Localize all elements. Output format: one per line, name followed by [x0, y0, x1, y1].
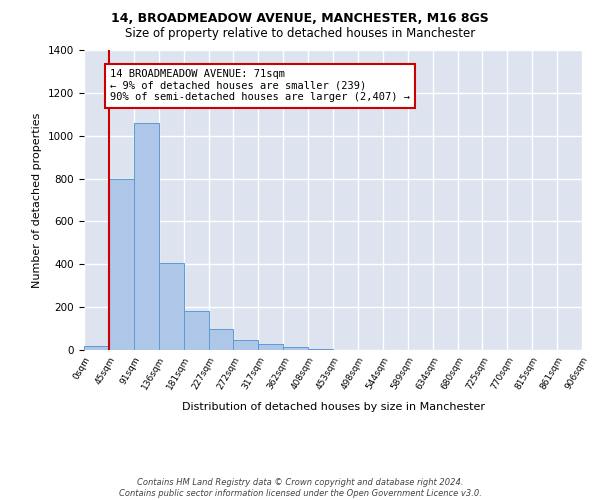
Bar: [233, 340, 259, 350]
Text: Contains HM Land Registry data © Crown copyright and database right 2024.
Contai: Contains HM Land Registry data © Crown c…: [119, 478, 481, 498]
Bar: [134, 123, 159, 350]
Bar: [159, 263, 184, 350]
Text: 14 BROADMEADOW AVENUE: 71sqm
← 9% of detached houses are smaller (239)
90% of se: 14 BROADMEADOW AVENUE: 71sqm ← 9% of det…: [110, 70, 410, 102]
Text: Distribution of detached houses by size in Manchester: Distribution of detached houses by size …: [182, 402, 485, 412]
Text: 14, BROADMEADOW AVENUE, MANCHESTER, M16 8GS: 14, BROADMEADOW AVENUE, MANCHESTER, M16 …: [111, 12, 489, 26]
Bar: [109, 178, 134, 350]
Bar: [259, 344, 283, 350]
Bar: [184, 312, 209, 350]
Text: Size of property relative to detached houses in Manchester: Size of property relative to detached ho…: [125, 28, 475, 40]
Bar: [308, 348, 333, 350]
Bar: [283, 347, 308, 350]
Bar: [84, 346, 109, 350]
Y-axis label: Number of detached properties: Number of detached properties: [32, 112, 43, 288]
Bar: [209, 328, 233, 350]
